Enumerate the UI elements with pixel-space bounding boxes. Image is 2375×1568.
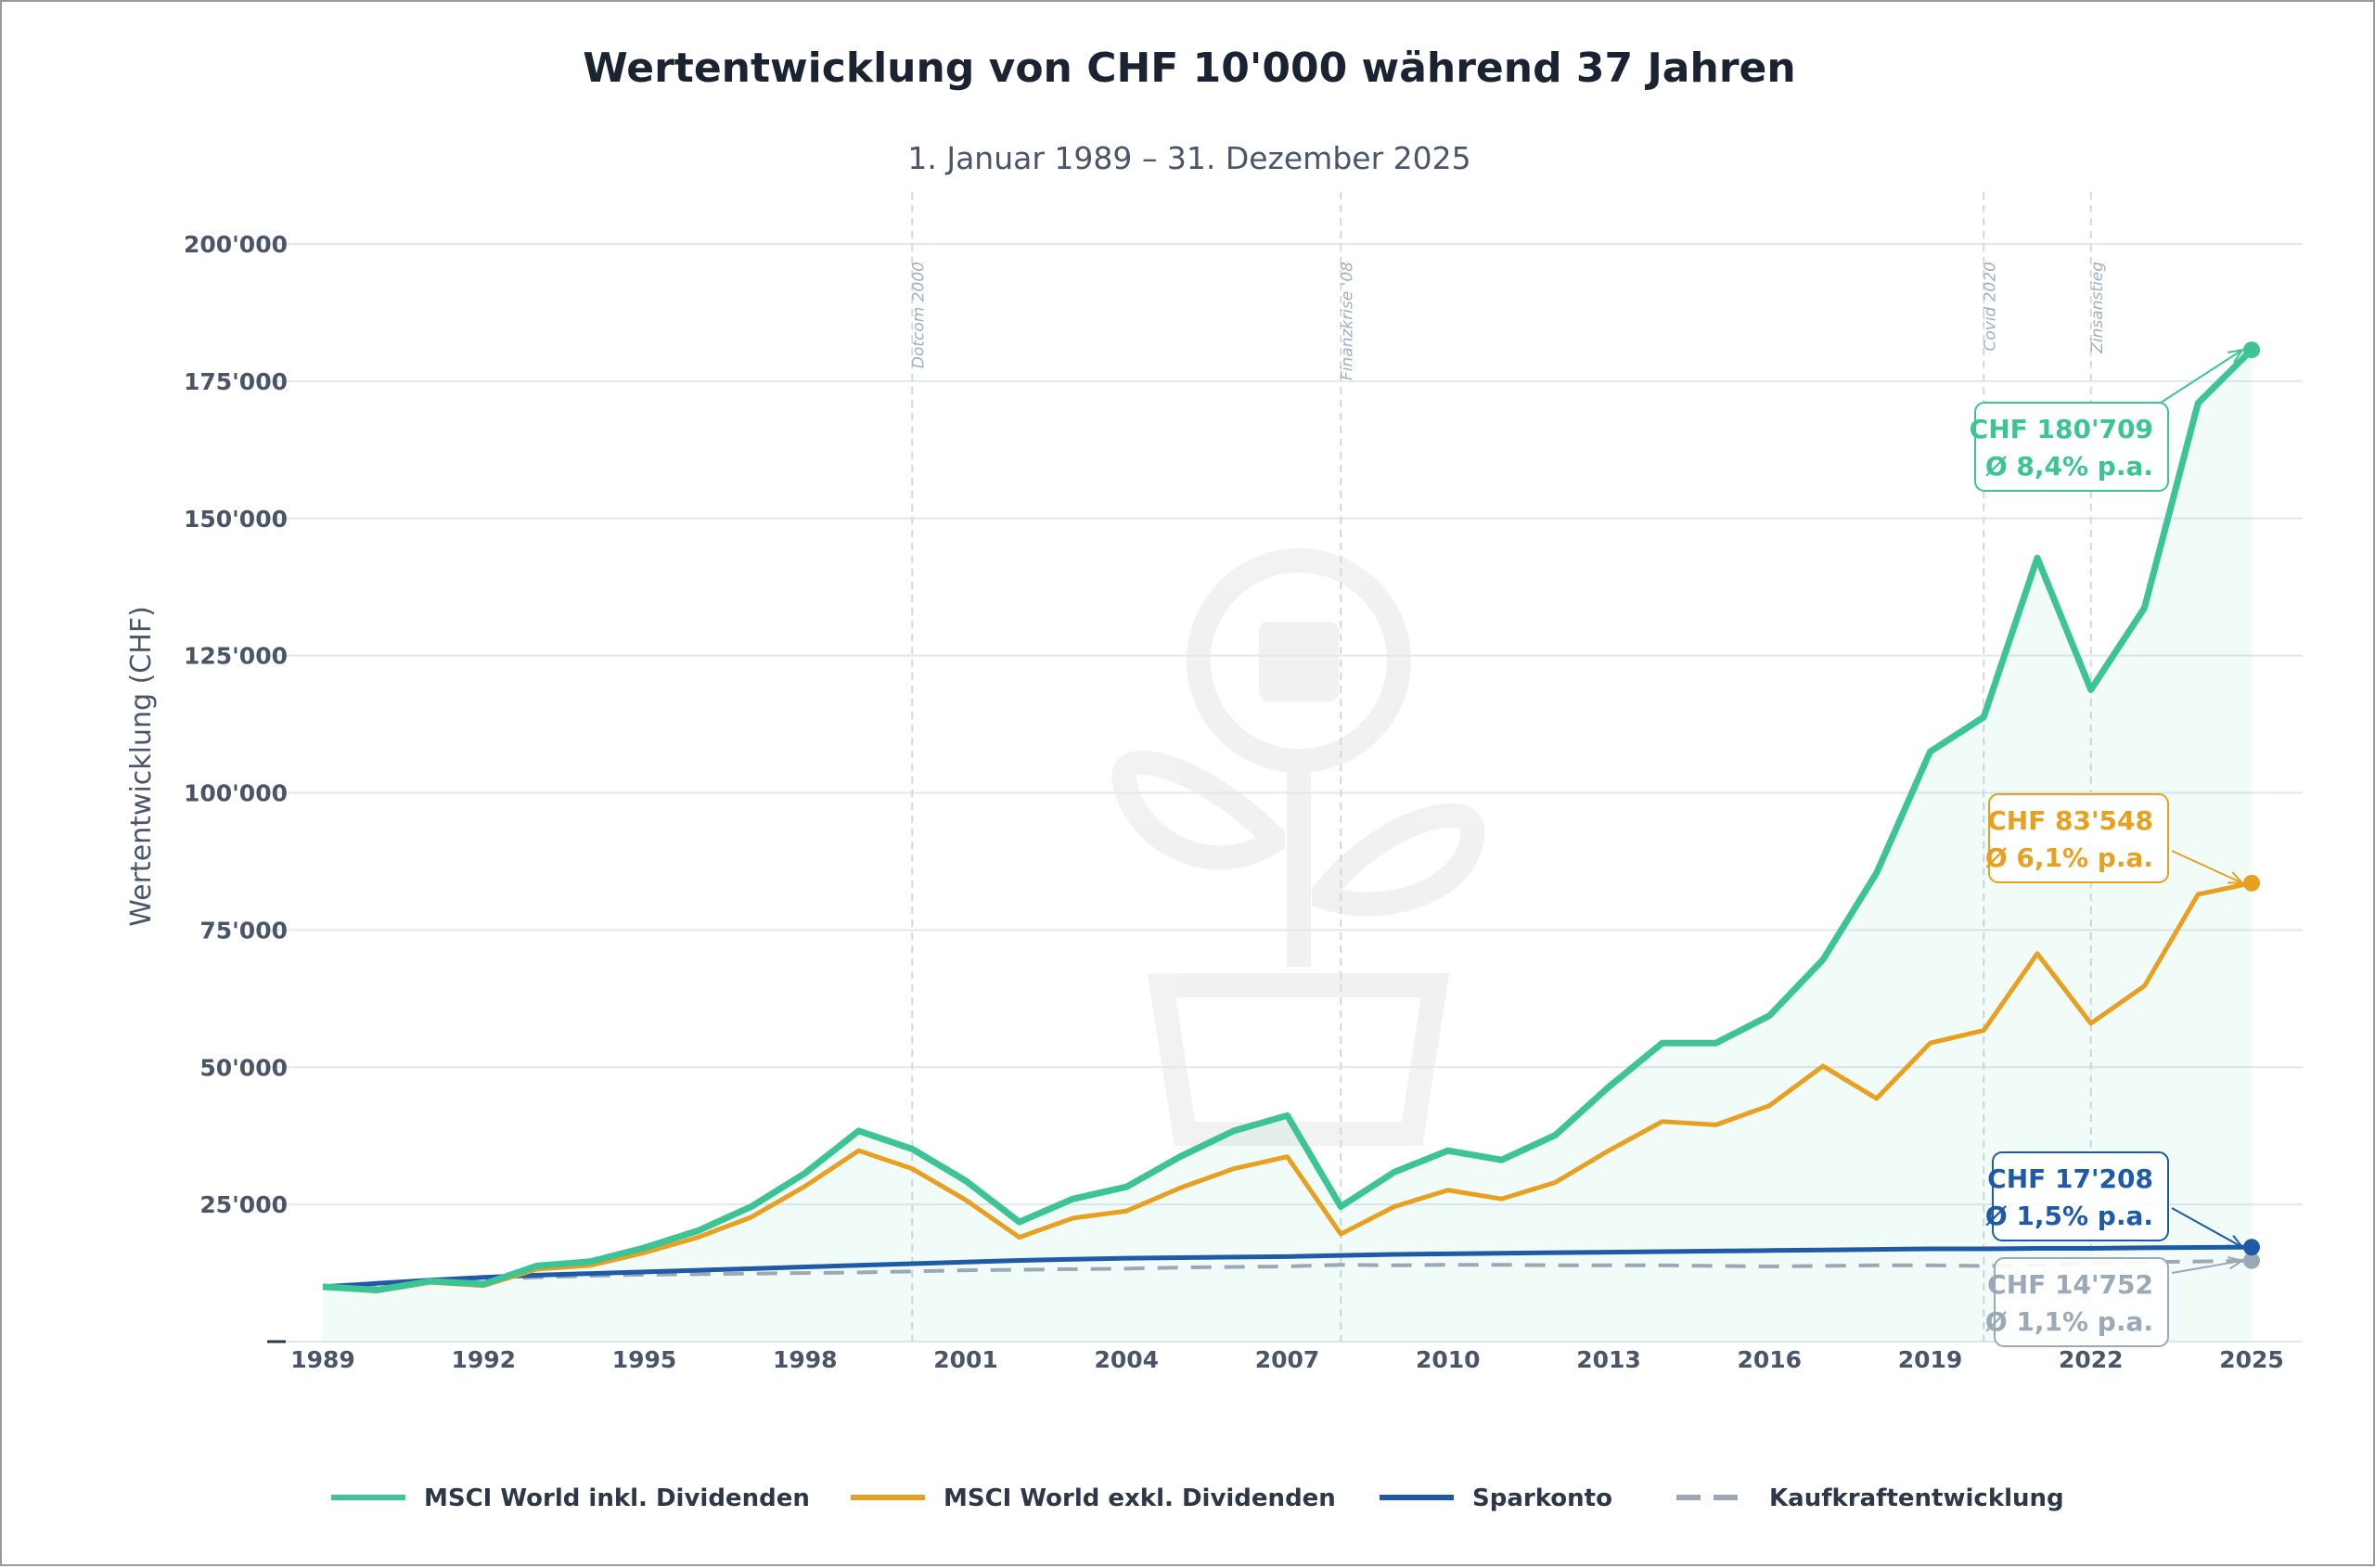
- end-point-0: [2243, 341, 2260, 359]
- legend-item-3[interactable]: Kaufkraftentwicklung: [1676, 1484, 2064, 1512]
- end-point-1: [2243, 874, 2260, 892]
- series-line-0: [322, 347, 2254, 1293]
- annotation-return: Ø 1,5% p.a.: [1985, 1201, 2153, 1231]
- x-tick-label: 2001: [933, 1346, 998, 1373]
- x-tick-label: 2013: [1576, 1346, 1641, 1373]
- y-tick-label: 100'000: [184, 780, 288, 807]
- series-line-2: [322, 1244, 2253, 1290]
- legend-label: MSCI World inkl. Dividenden: [424, 1484, 810, 1512]
- legend-label: Kaufkraftentwicklung: [1769, 1484, 2064, 1512]
- event-label: Dotcom 2000: [909, 262, 928, 368]
- x-tick-label: 2007: [1255, 1346, 1320, 1373]
- x-tick-label: 1998: [773, 1346, 838, 1373]
- legend-label: MSCI World exkl. Dividenden: [944, 1484, 1336, 1512]
- legend-item-2[interactable]: Sparkonto: [1380, 1484, 1612, 1512]
- chart-title: Wertentwicklung von CHF 10'000 während 3…: [583, 45, 1795, 92]
- y-tick-label: 50'000: [199, 1054, 288, 1081]
- annotation-box: [1988, 793, 2169, 883]
- arrow-head: [2227, 348, 2245, 363]
- chart-subtitle: 1. Januar 1989 – 31. Dezember 2025: [907, 140, 1470, 176]
- axes: 25'000 50'000 75'000 100'000 125'000 150'000 1…: [184, 231, 2284, 1373]
- legend-item-1[interactable]: MSCI World exkl. Dividenden: [851, 1484, 1336, 1512]
- annotation-arrow: [2171, 1207, 2243, 1249]
- x-tick-label: 2004: [1094, 1346, 1159, 1373]
- event-label: Zinsanstieg: [2088, 262, 2107, 354]
- x-tick-label: 1995: [612, 1346, 677, 1373]
- arrow-head: [2227, 1234, 2245, 1249]
- event-label: Covid 2020: [1981, 262, 1999, 352]
- y-tick-label: 200'000: [184, 231, 288, 258]
- y-tick-label: 150'000: [184, 506, 288, 533]
- annotation-box: [1974, 402, 2169, 492]
- annotation-value: CHF 17'208: [1987, 1163, 2153, 1194]
- x-tick-label: 2025: [2219, 1346, 2284, 1373]
- x-tick-label: 2022: [2059, 1346, 2124, 1373]
- legend[interactable]: MSCI World inkl. Dividenden MSCI World ex…: [331, 1484, 2064, 1512]
- annotation-return: Ø 8,4% p.a.: [1985, 451, 2153, 482]
- annotation-return: Ø 6,1% p.a.: [1985, 842, 2153, 873]
- y-axis-label: Wertentwicklung (CHF): [125, 606, 158, 927]
- annotation-arrow: [2171, 1259, 2243, 1274]
- annotation-value: CHF 180'709: [1970, 414, 2153, 444]
- x-tick-label: 2019: [1898, 1346, 1963, 1373]
- end-point-3: [2243, 1252, 2260, 1269]
- event-label: Finanzkrise '08: [1338, 262, 1356, 380]
- grid: [271, 243, 2303, 1343]
- series-group: [322, 341, 2260, 1343]
- legend-item-0[interactable]: MSCI World inkl. Dividenden: [331, 1484, 810, 1512]
- arrow-head: [2227, 1256, 2245, 1270]
- annotation-arrow: [2171, 850, 2243, 884]
- arrow-head: [2227, 871, 2245, 884]
- annotation-value: CHF 83'548: [1987, 805, 2153, 836]
- x-tick-label: 1989: [290, 1346, 355, 1373]
- x-tick-label: 1992: [451, 1346, 516, 1373]
- annotation-box: [1994, 1257, 2169, 1347]
- y-tick-label: 125'000: [184, 643, 288, 670]
- legend-label: Sparkonto: [1472, 1484, 1612, 1512]
- y-tick-label: 25'000: [199, 1191, 288, 1218]
- end-point-2: [2243, 1239, 2260, 1256]
- end-annotations: CHF 180'709 Ø 8,4% p.a. CHF 83'548 Ø 6,1% p…: [1970, 348, 2245, 1347]
- annotation-value: CHF 14'752: [1987, 1269, 2153, 1300]
- annotation-box: [1992, 1151, 2169, 1241]
- y-tick-label: 75'000: [199, 917, 288, 944]
- x-tick-label: 2010: [1416, 1346, 1481, 1373]
- area-fill: [323, 350, 2252, 1343]
- plant-logo-watermark: [1111, 548, 1485, 1146]
- event-markers: Dotcom 2000 Finanzkrise '08 Covid 2020 Zins…: [909, 192, 2107, 1342]
- series-line-3: [322, 1258, 2253, 1289]
- annotation-arrow: [2160, 349, 2243, 404]
- series-line-1: [322, 880, 2253, 1294]
- y-tick-label: 175'000: [184, 368, 288, 395]
- annotation-return: Ø 1,1% p.a.: [1985, 1306, 2153, 1337]
- x-tick-label: 2016: [1737, 1346, 1802, 1373]
